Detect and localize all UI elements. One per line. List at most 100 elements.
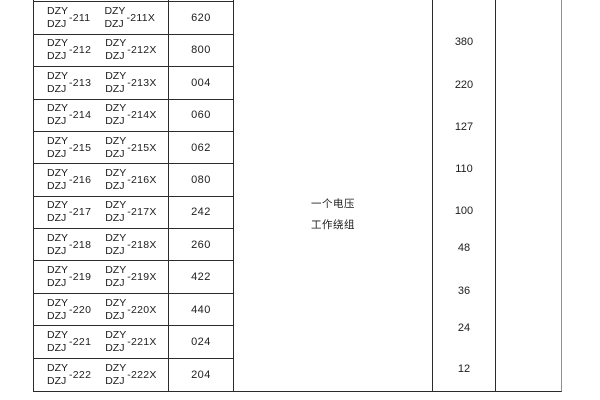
model-suffix-variant: -222X xyxy=(127,368,157,381)
model-code-primary: DZY DZJ -215 xyxy=(47,135,91,161)
series-bottom: DZJ xyxy=(47,50,67,63)
series-stack: DZY DZJ xyxy=(105,329,126,355)
series-bottom: DZJ xyxy=(105,374,125,387)
series-stack: DZY DZJ xyxy=(47,102,68,128)
code-number-cell: 242 xyxy=(169,196,234,230)
series-top: DZY xyxy=(105,231,127,244)
model-cell: DZY DZJ -213 DZY DZJ -213X xyxy=(34,67,169,100)
series-bottom: DZJ xyxy=(47,147,67,160)
series-top: DZY xyxy=(47,361,68,374)
series-bottom: DZJ xyxy=(47,244,67,257)
series-stack: DZY DZJ xyxy=(47,297,68,323)
model-suffix-variant: -213X xyxy=(127,76,157,89)
model-cell: DZY DZJ -212 DZY DZJ -212X xyxy=(34,34,169,68)
series-top: DZY xyxy=(105,102,127,115)
series-stack: DZY DZJ xyxy=(105,199,126,225)
series-top: DZY xyxy=(47,166,68,179)
series-top: DZY xyxy=(105,166,127,179)
model-cell: DZY DZJ -222 DZY DZJ -222X xyxy=(34,358,169,391)
code-number-cell: 260 xyxy=(169,229,234,262)
model-cell: DZY DZJ -216 DZY DZJ -216X xyxy=(34,164,169,197)
voltage-value: 12 xyxy=(457,363,471,375)
series-top: DZY xyxy=(105,296,127,309)
series-bottom: DZJ xyxy=(105,179,125,192)
model-suffix: -219 xyxy=(69,271,92,284)
series-top: DZY xyxy=(47,69,68,82)
series-stack: DZY DZJ xyxy=(47,135,68,161)
model-suffix: -220 xyxy=(69,303,92,316)
model-code-variant: DZY DZJ -211X xyxy=(104,5,155,31)
series-stack: DZY DZJ xyxy=(47,232,68,258)
series-stack: DZY DZJ xyxy=(105,297,126,323)
series-stack: DZY DZJ xyxy=(105,70,126,96)
model-suffix: -213 xyxy=(69,76,92,89)
series-top: DZY xyxy=(47,296,68,309)
series-stack: DZY DZJ xyxy=(47,5,68,31)
series-bottom: DZJ xyxy=(105,82,125,95)
winding-note-cell: 一个电压 工作绕组 xyxy=(234,0,433,391)
model-code-variant: DZY DZJ -220X xyxy=(105,297,157,323)
winding-note-line2: 工作绕组 xyxy=(311,219,355,231)
code-number-cell-partial xyxy=(169,0,234,3)
series-stack: DZY DZJ xyxy=(105,362,126,388)
series-stack: DZY DZJ xyxy=(105,102,126,128)
series-top: DZY xyxy=(105,69,127,82)
series-top: DZY xyxy=(47,231,68,244)
model-suffix: -217 xyxy=(69,206,92,219)
series-stack: DZY DZJ xyxy=(47,329,68,355)
model-suffix: -214 xyxy=(69,109,92,122)
model-suffix: -215 xyxy=(69,141,92,154)
voltage-value: 36 xyxy=(457,285,471,297)
model-code-primary: DZY DZJ -218 xyxy=(47,232,91,258)
voltage-value: 127 xyxy=(454,121,474,133)
model-suffix-variant: -220X xyxy=(127,303,157,316)
series-stack: DZY DZJ xyxy=(47,37,68,63)
series-bottom: DZJ xyxy=(47,277,67,290)
code-number-cell: 024 xyxy=(169,326,234,359)
winding-note-line1: 一个电压 xyxy=(311,198,355,210)
model-cell: DZY DZJ -218 DZY DZJ -218X xyxy=(34,229,169,262)
voltage-value: 110 xyxy=(455,163,473,175)
series-top: DZY xyxy=(105,134,127,147)
series-top: DZY xyxy=(105,37,127,50)
series-stack: DZY DZJ xyxy=(105,232,126,258)
model-suffix-variant: -221X xyxy=(127,335,157,348)
model-code-primary: DZY DZJ -211 xyxy=(47,5,90,31)
model-code-primary: DZY DZJ -213 xyxy=(47,70,91,96)
series-stack: DZY DZJ xyxy=(47,362,68,388)
model-code-variant: DZY DZJ -218X xyxy=(105,232,157,258)
series-top: DZY xyxy=(47,328,68,341)
code-number-cell: 422 xyxy=(169,261,234,294)
model-code-variant: DZY DZJ -215X xyxy=(105,135,157,161)
model-suffix: -218 xyxy=(69,238,92,251)
series-bottom: DZJ xyxy=(47,309,67,322)
model-code-variant: DZY DZJ -214X xyxy=(105,102,157,128)
model-cell-partial xyxy=(34,0,169,3)
series-stack: DZY DZJ xyxy=(105,264,126,290)
model-code-primary: DZY DZJ -217 xyxy=(47,199,91,225)
series-bottom: DZJ xyxy=(105,50,125,63)
model-cell: DZY DZJ -220 DZY DZJ -220X xyxy=(34,293,169,327)
series-top: DZY xyxy=(47,199,68,212)
voltage-value: 24 xyxy=(457,322,471,334)
model-suffix: -216 xyxy=(69,173,92,186)
model-code-variant: DZY DZJ -212X xyxy=(105,37,157,63)
spec-table: 一个电压 工作绕组 380 220 127 110 100 48 36 24 12 DZY DZJ… xyxy=(33,0,562,392)
series-top: DZY xyxy=(47,264,68,277)
model-cell: DZY DZJ -219 DZY DZJ -219X xyxy=(34,261,169,294)
model-suffix-variant: -215X xyxy=(127,141,157,154)
series-bottom: DZJ xyxy=(47,374,67,387)
series-stack: DZY DZJ xyxy=(105,167,126,193)
series-bottom: DZJ xyxy=(105,244,125,257)
series-stack: DZY DZJ xyxy=(47,199,68,225)
voltage-column: 380 220 127 110 100 48 36 24 12 xyxy=(433,0,496,391)
model-suffix-variant: -211X xyxy=(126,12,156,25)
series-bottom: DZJ xyxy=(47,341,67,354)
model-code-primary: DZY DZJ -221 xyxy=(47,329,91,355)
model-suffix-variant: -212X xyxy=(127,44,157,57)
series-top: DZY xyxy=(105,328,127,341)
model-cell: DZY DZJ -221 DZY DZJ -221X xyxy=(34,326,169,359)
model-cell: DZY DZJ -211 DZY DZJ -211X xyxy=(34,2,169,35)
code-number-cell: 062 xyxy=(169,131,234,165)
series-top: DZY xyxy=(105,199,127,212)
